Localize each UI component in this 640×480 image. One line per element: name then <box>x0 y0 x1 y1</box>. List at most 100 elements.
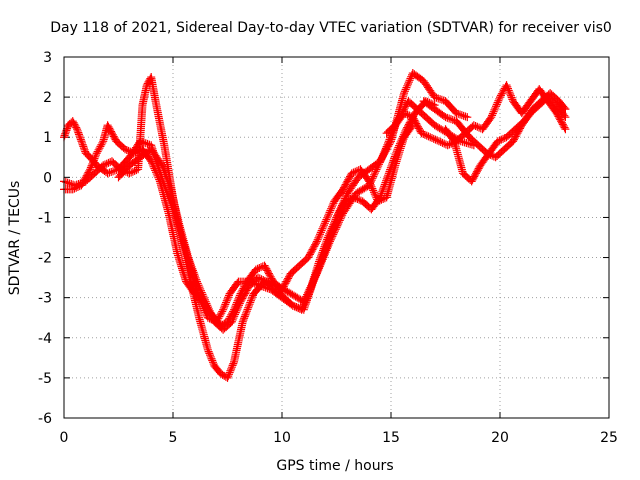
data-point <box>504 86 513 95</box>
data-point <box>203 301 212 310</box>
data-point <box>346 194 355 203</box>
data-point <box>341 197 350 206</box>
data-point <box>493 98 502 107</box>
data-point <box>70 184 79 193</box>
data-point <box>406 74 415 83</box>
data-point <box>378 153 387 162</box>
data-point <box>316 228 325 237</box>
data-point <box>452 109 461 118</box>
data-point <box>490 105 499 114</box>
data-point <box>74 128 83 137</box>
data-point <box>429 134 438 143</box>
data-point <box>400 128 409 137</box>
data-point <box>364 175 373 184</box>
data-point <box>208 312 217 321</box>
data-point <box>318 248 327 257</box>
y-tick-label: 0 <box>43 170 52 186</box>
y-tick-label: -3 <box>38 291 52 307</box>
data-point <box>381 178 390 187</box>
data-point <box>121 145 130 154</box>
data-point <box>91 151 100 160</box>
data-point <box>342 196 351 205</box>
data-point <box>248 293 257 302</box>
data-point <box>347 169 356 178</box>
data-point <box>147 157 156 166</box>
x-tick-label: 10 <box>273 430 291 446</box>
data-point <box>127 168 136 177</box>
data-point <box>301 296 310 305</box>
x-tick-label: 5 <box>169 430 178 446</box>
data-point <box>387 131 395 140</box>
data-point <box>486 114 495 123</box>
data-point <box>313 235 322 244</box>
x-tick-label: 0 <box>60 430 69 446</box>
data-point <box>225 368 234 377</box>
data-point <box>150 164 159 173</box>
data-point <box>91 152 100 161</box>
data-point <box>320 221 329 230</box>
data-point <box>381 144 390 153</box>
data-point <box>205 349 214 358</box>
data-point <box>242 307 251 316</box>
data-point <box>184 255 193 264</box>
data-point <box>445 114 454 123</box>
data-point <box>216 369 225 378</box>
data-point <box>204 304 213 313</box>
data-point <box>191 273 200 282</box>
data-point <box>184 253 193 262</box>
data-point <box>219 305 228 314</box>
data-point <box>463 113 472 122</box>
data-point <box>424 132 433 141</box>
data-point <box>322 237 331 246</box>
data-point <box>162 172 171 181</box>
data-point <box>160 168 169 177</box>
data-point <box>400 89 409 98</box>
data-point <box>96 142 105 151</box>
data-point <box>94 145 103 154</box>
data-point <box>319 246 328 255</box>
data-point <box>76 135 85 144</box>
data-point <box>417 129 426 138</box>
data-point <box>109 167 118 176</box>
data-point <box>503 82 512 91</box>
data-point <box>392 147 401 156</box>
data-point <box>151 166 160 175</box>
data-point <box>226 366 235 375</box>
data-point <box>238 317 247 326</box>
data-point <box>68 185 77 194</box>
data-point <box>373 163 382 172</box>
data-point <box>128 167 137 176</box>
data-point <box>436 138 445 147</box>
data-point <box>404 78 413 87</box>
data-point <box>199 292 208 301</box>
data-point <box>285 288 294 297</box>
data-point <box>189 268 198 277</box>
data-point <box>234 303 243 312</box>
data-point <box>433 136 442 145</box>
data-point <box>505 88 514 97</box>
series-layer <box>60 69 570 382</box>
data-point <box>190 289 199 298</box>
data-point <box>495 136 504 145</box>
data-point <box>157 159 166 168</box>
data-point <box>433 123 442 132</box>
data-point <box>72 123 81 132</box>
data-point <box>395 141 404 150</box>
data-point <box>400 103 409 112</box>
data-point <box>369 186 378 195</box>
data-point <box>353 194 362 203</box>
data-point <box>326 206 335 215</box>
data-point <box>286 289 295 298</box>
data-point <box>151 168 160 177</box>
data-point <box>430 93 439 102</box>
data-point <box>99 161 108 170</box>
data-point <box>384 137 393 146</box>
plot-border <box>63 56 610 419</box>
data-point <box>328 222 337 231</box>
data-point <box>398 134 407 143</box>
data-point <box>315 255 324 264</box>
chart-title: Day 118 of 2021, Sidereal Day-to-day VTE… <box>50 20 612 36</box>
data-point <box>222 296 231 305</box>
data-point <box>401 85 410 94</box>
data-point <box>200 294 209 303</box>
